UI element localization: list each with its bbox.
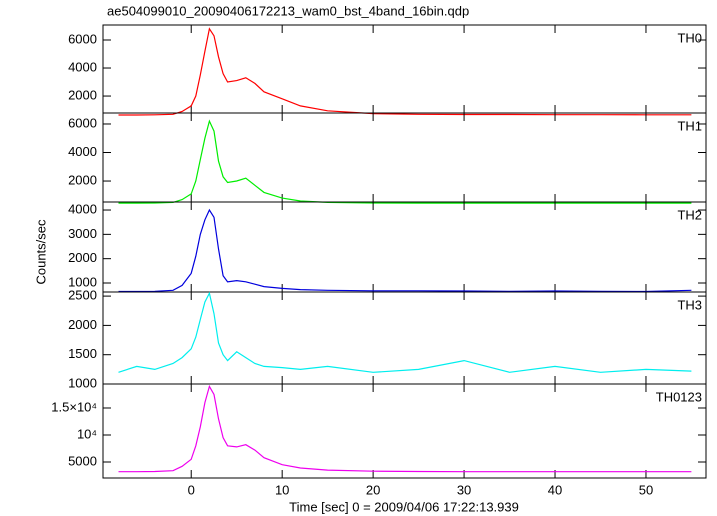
y-tick-label: 4000 xyxy=(68,59,97,74)
light-curve xyxy=(118,27,692,116)
y-tick-label: 1000 xyxy=(68,375,97,390)
y-tick-label: 6000 xyxy=(68,31,97,46)
light-curve xyxy=(118,384,692,473)
y-tick-label: 2000 xyxy=(68,250,97,265)
light-curve xyxy=(118,119,692,204)
x-tick-label: 0 xyxy=(188,482,195,497)
x-tick-label: 40 xyxy=(548,482,562,497)
panel-label: TH1 xyxy=(677,118,702,133)
y-tick-label: 1000 xyxy=(68,274,97,289)
y-tick-label: 2000 xyxy=(68,172,97,187)
panel-label: TH0 xyxy=(677,30,702,45)
y-tick-label: 1.5×10⁴ xyxy=(51,399,97,414)
panel-frame xyxy=(102,201,707,293)
y-tick-label: 3000 xyxy=(68,226,97,241)
y-tick-label: 4000 xyxy=(68,144,97,159)
x-tick-label: 10 xyxy=(275,482,289,497)
y-axis-label: Counts/sec xyxy=(33,219,48,285)
panel-frame xyxy=(102,383,707,479)
light-curve xyxy=(118,208,692,293)
y-tick-label: 5000 xyxy=(68,453,97,468)
y-tick-label: 10⁴ xyxy=(77,426,97,441)
y-tick-label: 6000 xyxy=(68,115,97,130)
panel-label: TH0123 xyxy=(656,389,702,404)
panel-label: TH3 xyxy=(677,297,702,312)
x-axis-label: Time [sec] 0 = 2009/04/06 17:22:13.939 xyxy=(289,499,519,514)
chart-title: ae504099010_20090406172213_wam0_bst_4ban… xyxy=(107,3,469,18)
x-tick-label: 50 xyxy=(639,482,653,497)
y-tick-label: 1500 xyxy=(68,346,97,361)
x-tick-label: 30 xyxy=(457,482,471,497)
y-tick-label: 4000 xyxy=(68,201,97,216)
light-curve xyxy=(118,291,692,373)
y-tick-label: 2500 xyxy=(68,288,97,303)
panel-label: TH2 xyxy=(677,207,702,222)
x-tick-label: 20 xyxy=(366,482,380,497)
y-tick-label: 2000 xyxy=(68,87,97,102)
y-tick-label: 2000 xyxy=(68,317,97,332)
